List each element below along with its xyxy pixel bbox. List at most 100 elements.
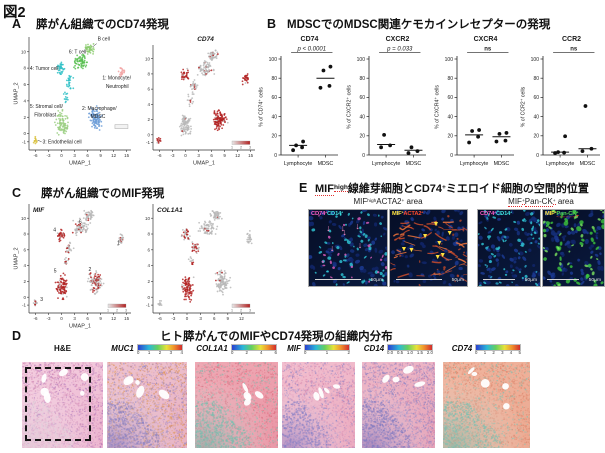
scale-bar: 50μm	[482, 275, 538, 284]
svg-text:MDSC: MDSC	[580, 161, 596, 167]
panel-c-title: 膵がん組織でのMIF発現	[41, 188, 165, 200]
svg-text:60: 60	[359, 95, 365, 101]
svg-text:4: Tumor cell: 4: Tumor cell	[30, 66, 59, 72]
if-group-panck-title: MIF+Pan-CK+ area	[508, 197, 574, 207]
panel-b-title: MDSCでのMDSC関連ケモカインレセプターの発現	[287, 19, 551, 31]
svg-text:6: 6	[23, 82, 26, 87]
svg-text:6: 6	[86, 316, 89, 321]
svg-text:12: 12	[111, 153, 117, 158]
scale-bar: 50μm	[395, 275, 464, 284]
svg-text:CXCR4: CXCR4	[474, 36, 498, 43]
svg-text:2: Macrophage/: 2: Macrophage/	[82, 106, 117, 112]
tissue-canvas	[107, 362, 187, 448]
tissue-canvas	[362, 362, 435, 448]
svg-text:4: 4	[23, 98, 26, 103]
svg-text:-3: -3	[171, 153, 175, 158]
svg-text:15: 15	[124, 316, 130, 321]
tissue-label-muc1: MUC1	[111, 344, 134, 353]
svg-text:80: 80	[533, 76, 539, 82]
svg-text:Lymphocyte: Lymphocyte	[546, 161, 574, 167]
svg-text:2: 2	[240, 309, 242, 313]
umap-celltype-plot: -6 -3 0 3 6 9 12 15 -1 0 2 4 6 8 10 UMAP_1 UMAP_2 B cell 6…	[12, 33, 134, 172]
colorbar-gradient	[136, 344, 183, 351]
svg-text:0: 0	[536, 153, 539, 159]
svg-text:3: 3	[125, 309, 127, 313]
svg-text:-3: -3	[47, 153, 51, 158]
panel-d-label: D	[12, 329, 22, 343]
svg-text:1: 1	[107, 309, 109, 313]
svg-text:3: 3	[249, 146, 251, 150]
svg-text:5: 5	[54, 269, 57, 275]
svg-text:4: 4	[23, 263, 26, 268]
colorbar-gradient	[387, 344, 434, 351]
svg-text:2: 2	[147, 279, 150, 284]
svg-text:CXCR2: CXCR2	[386, 36, 410, 43]
roi-dashed-box	[25, 367, 91, 441]
tissue-label-cd14: CD14	[363, 344, 385, 353]
svg-text:100: 100	[531, 57, 540, 63]
svg-text:12: 12	[111, 316, 117, 321]
svg-text:8: 8	[23, 66, 26, 71]
scale-bar: 50μm	[547, 275, 602, 284]
svg-text:8: 8	[147, 72, 150, 77]
svg-text:5: Stromal cell/: 5: Stromal cell/	[30, 104, 64, 110]
svg-text:40: 40	[359, 114, 365, 120]
panel-a-label: A	[12, 17, 22, 31]
svg-text:10: 10	[145, 56, 151, 61]
tissue-label-he: H&E	[54, 344, 71, 353]
svg-text:p = 0.033: p = 0.033	[386, 47, 413, 53]
if-canvas	[389, 210, 467, 286]
svg-text:% of CXCR4⁺ cells: % of CXCR4⁺ cells	[435, 85, 441, 129]
scale-bar-label: 50μm	[524, 276, 538, 283]
svg-text:80: 80	[447, 76, 453, 82]
svg-text:8: 8	[147, 232, 150, 237]
svg-text:B cell: B cell	[98, 36, 110, 42]
svg-text:CD74: CD74	[301, 36, 319, 43]
svg-text:10: 10	[145, 216, 151, 221]
scale-bar-label: 50μm	[370, 276, 384, 283]
svg-text:1: Monocyte/: 1: Monocyte/	[102, 76, 131, 82]
svg-text:MIF: MIF	[33, 207, 45, 214]
svg-text:6: 6	[23, 247, 26, 252]
svg-text:3: 3	[249, 309, 251, 313]
yellow-arrowhead-markers: ▼ ▼ ▼ ▼ ▼ ▼ ▼ ▼	[400, 221, 454, 261]
svg-text:8: 8	[23, 232, 26, 237]
svg-text:-6: -6	[158, 316, 162, 321]
svg-text:2: 2	[116, 309, 118, 313]
if-label: CD74+CD14+	[480, 210, 513, 217]
svg-text:-3: -3	[47, 316, 51, 321]
scale-bar-label: 50μm	[451, 276, 464, 283]
tissue-image-cd14	[362, 362, 435, 448]
svg-text:ns: ns	[484, 47, 492, 53]
svg-text:MDSC: MDSC	[406, 161, 422, 167]
colorbar-gradient	[230, 344, 277, 351]
svg-text:2: 2	[23, 279, 26, 284]
svg-text:4: 4	[147, 263, 150, 268]
tissue-column-he: H&E	[22, 344, 103, 448]
svg-text:6: 6	[86, 153, 89, 158]
svg-text:9: 9	[99, 316, 102, 321]
svg-text:6: 6	[213, 316, 216, 321]
svg-text:1: 1	[231, 309, 233, 313]
svg-text:Neutrophil: Neutrophil	[106, 84, 129, 90]
svg-text:60: 60	[271, 95, 277, 101]
svg-text:6: 6	[147, 247, 150, 252]
svg-text:6: 6	[147, 87, 150, 92]
pink-arrow-markers: ↓ ↓ ↓ ↓ ↓ ↓	[326, 221, 363, 254]
if-label: MIF+ACTA2+	[391, 210, 423, 217]
svg-text:2: 2	[147, 117, 150, 122]
svg-text:UMAP_1: UMAP_1	[193, 161, 215, 167]
svg-text:COL1A1: COL1A1	[157, 207, 183, 214]
panel-b-label: B	[267, 17, 277, 31]
svg-text:0: 0	[186, 316, 189, 321]
svg-text:40: 40	[533, 114, 539, 120]
if-image-cd74-cd14-acta2area: ↓ ↓ ↓ ↓ ↓ ↓ CD74+CD14+ 50μm	[308, 209, 388, 287]
scale-bar-line	[315, 279, 362, 280]
scale-bar-line	[482, 279, 515, 280]
tissue-image-muc1	[107, 362, 187, 448]
